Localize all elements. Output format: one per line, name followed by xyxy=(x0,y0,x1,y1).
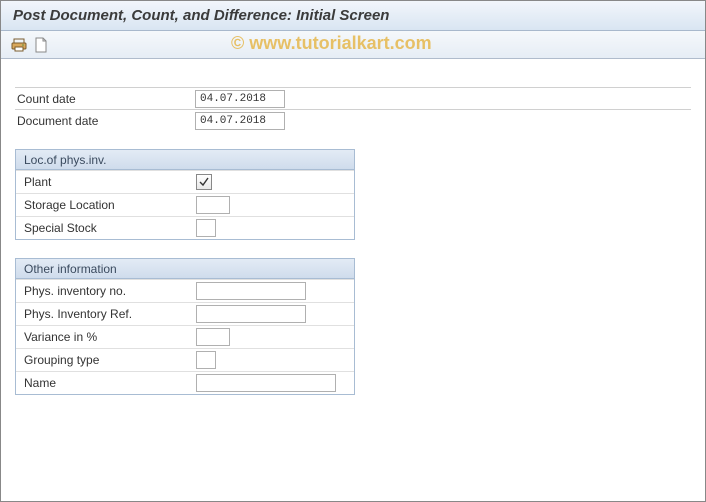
phys-inv-ref-label: Phys. Inventory Ref. xyxy=(24,307,196,321)
phys-inv-no-row: Phys. inventory no. xyxy=(16,279,354,302)
count-date-input[interactable]: 04.07.2018 xyxy=(195,90,285,108)
content-area: Count date 04.07.2018 Document date 04.0… xyxy=(1,59,705,409)
other-info-group: Other information Phys. inventory no. Ph… xyxy=(15,258,355,395)
name-label: Name xyxy=(24,376,196,390)
phys-inv-no-label: Phys. inventory no. xyxy=(24,284,196,298)
document-icon[interactable] xyxy=(33,37,49,53)
document-date-row: Document date 04.07.2018 xyxy=(15,109,691,131)
grouping-type-input[interactable] xyxy=(196,351,216,369)
page-title: Post Document, Count, and Difference: In… xyxy=(13,7,693,24)
plant-row: Plant xyxy=(16,170,354,193)
grouping-type-label: Grouping type xyxy=(24,353,196,367)
storage-location-label: Storage Location xyxy=(24,198,196,212)
storage-location-row: Storage Location xyxy=(16,193,354,216)
other-group-header: Other information xyxy=(16,259,354,279)
variance-label: Variance in % xyxy=(24,330,196,344)
grouping-type-row: Grouping type xyxy=(16,348,354,371)
storage-location-input[interactable] xyxy=(196,196,230,214)
phys-inv-ref-row: Phys. Inventory Ref. xyxy=(16,302,354,325)
special-stock-input[interactable] xyxy=(196,219,216,237)
name-row: Name xyxy=(16,371,354,394)
name-input[interactable] xyxy=(196,374,336,392)
count-date-label: Count date xyxy=(15,92,195,106)
document-date-label: Document date xyxy=(15,114,195,128)
document-date-input[interactable]: 04.07.2018 xyxy=(195,112,285,130)
special-stock-label: Special Stock xyxy=(24,221,196,235)
toolbar xyxy=(1,31,705,59)
title-bar: Post Document, Count, and Difference: In… xyxy=(1,1,705,31)
phys-inv-no-input[interactable] xyxy=(196,282,306,300)
phys-inv-ref-input[interactable] xyxy=(196,305,306,323)
special-stock-row: Special Stock xyxy=(16,216,354,239)
loc-group-header: Loc.of phys.inv. xyxy=(16,150,354,170)
count-date-row: Count date 04.07.2018 xyxy=(15,87,691,109)
variance-input[interactable] xyxy=(196,328,230,346)
loc-phys-inv-group: Loc.of phys.inv. Plant Storage Location … xyxy=(15,149,355,240)
print-icon[interactable] xyxy=(11,37,27,53)
variance-row: Variance in % xyxy=(16,325,354,348)
plant-checkbox[interactable] xyxy=(196,174,212,190)
plant-label: Plant xyxy=(24,175,196,189)
